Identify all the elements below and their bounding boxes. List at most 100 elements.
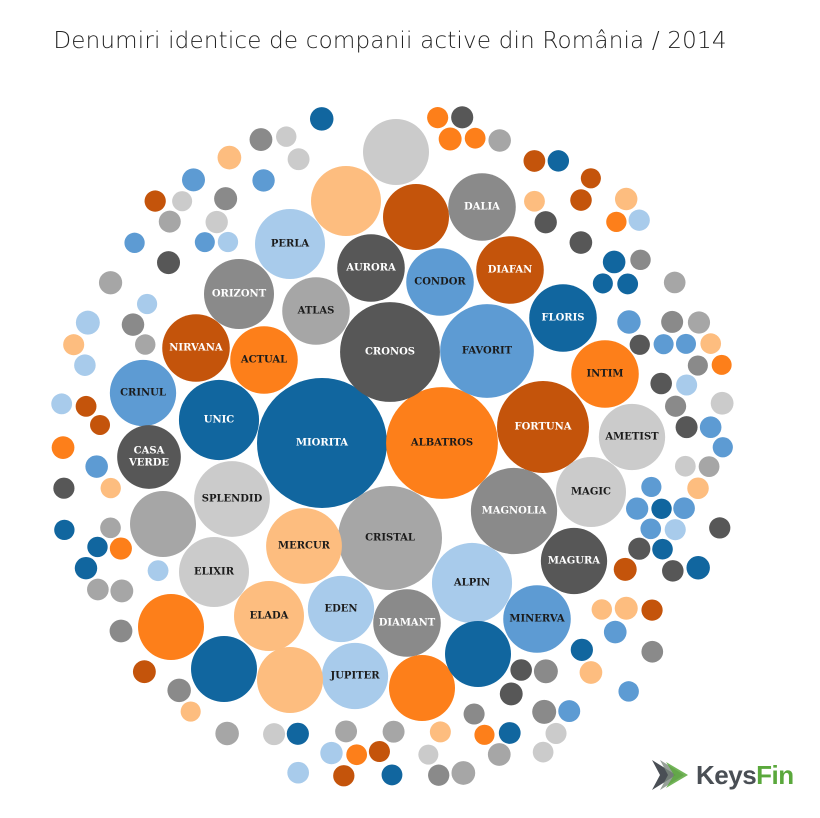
small-bubble [74, 556, 98, 580]
bubble [431, 542, 513, 624]
small-bubble [438, 127, 462, 151]
small-bubble [167, 678, 191, 703]
small-bubble [276, 126, 297, 147]
bubble-label: ALBATROS [410, 438, 473, 449]
small-bubble [625, 497, 649, 520]
small-bubble [534, 211, 557, 234]
small-bubble [628, 537, 651, 560]
small-bubble [591, 599, 613, 620]
small-bubble [287, 148, 310, 171]
small-bubble [144, 190, 166, 212]
bubble-label: JUPITER [329, 671, 380, 682]
bubble [138, 594, 204, 660]
bubble-label: ATLAS [297, 306, 335, 317]
bubble [257, 378, 387, 508]
small-bubble [641, 476, 662, 498]
bubble-label: ALPIN [453, 578, 490, 589]
bubble [406, 248, 474, 316]
small-bubble [217, 145, 242, 170]
small-bubble [700, 333, 722, 354]
small-bubble [463, 703, 485, 725]
logo-fin: Fin [756, 759, 794, 790]
bubble [340, 302, 440, 402]
small-bubble [558, 700, 581, 723]
small-bubble [54, 519, 75, 541]
small-bubble [263, 723, 286, 746]
small-bubble [545, 722, 567, 744]
small-bubble [663, 271, 686, 294]
small-bubble [665, 395, 687, 417]
small-bubble [498, 722, 521, 744]
small-bubble [98, 271, 123, 295]
bubble [307, 575, 375, 643]
small-bubble [628, 209, 650, 231]
small-bubble [579, 661, 603, 684]
small-bubble [335, 720, 358, 743]
small-bubble [180, 701, 201, 722]
bubble-label: MERCUR [278, 541, 331, 552]
small-bubble [320, 741, 343, 765]
bubble [321, 642, 389, 710]
bubble [257, 647, 323, 713]
bubble [337, 234, 405, 302]
logo-text: KeysFin [696, 760, 794, 791]
bubble [497, 381, 589, 473]
small-bubble [630, 249, 651, 271]
small-bubble [570, 638, 593, 661]
logo-keys: Keys [696, 759, 757, 790]
small-bubble [533, 659, 558, 684]
small-bubble [136, 293, 158, 315]
small-bubble [687, 477, 709, 500]
small-bubble [287, 761, 310, 784]
small-bubble [641, 599, 663, 621]
bubble [598, 403, 666, 471]
bubble-label: CASA [134, 446, 165, 457]
small-bubble [709, 517, 731, 539]
small-bubble [214, 187, 238, 211]
bubble [230, 326, 298, 394]
small-bubble [547, 150, 570, 172]
small-bubble [451, 106, 474, 129]
small-bubble [569, 231, 593, 254]
small-bubble [418, 744, 439, 765]
small-bubble [664, 519, 686, 541]
bubble-label: VERDE [128, 458, 169, 469]
small-bubble [87, 536, 108, 558]
small-bubble [286, 722, 309, 745]
small-bubble [592, 273, 613, 294]
small-bubble [618, 681, 639, 702]
small-bubble [181, 168, 205, 192]
bubble [440, 304, 534, 398]
small-bubble [53, 477, 75, 499]
small-bubble [614, 187, 638, 211]
bubble [233, 580, 305, 652]
small-bubble [158, 210, 181, 233]
bubble-label: EDEN [324, 604, 357, 615]
bubble [529, 284, 597, 352]
small-bubble [673, 497, 695, 520]
bubble [571, 340, 639, 408]
small-bubble [523, 150, 546, 172]
small-bubble [346, 744, 368, 766]
small-bubble [510, 659, 532, 681]
bubble [470, 467, 558, 555]
small-bubble [614, 596, 638, 620]
bubble-label: ELIXIR [194, 567, 235, 578]
small-bubble [147, 560, 169, 582]
small-bubble [580, 168, 601, 189]
small-bubble [712, 437, 733, 458]
small-bubble [699, 416, 722, 439]
bubble-label: AURORA [345, 263, 396, 274]
bubble [203, 258, 275, 330]
bubble [338, 486, 442, 590]
small-bubble [674, 455, 696, 477]
small-bubble [85, 455, 108, 478]
bubble-label: UNIC [204, 415, 235, 426]
small-bubble [252, 169, 275, 192]
bubble [254, 208, 326, 280]
bubble-label: FAVORIT [462, 346, 513, 357]
bubble-label: MINERVA [509, 614, 564, 625]
bubble-label: CRINUL [120, 388, 166, 399]
bubble-label: AMETIST [604, 432, 659, 443]
small-bubble [90, 414, 111, 435]
